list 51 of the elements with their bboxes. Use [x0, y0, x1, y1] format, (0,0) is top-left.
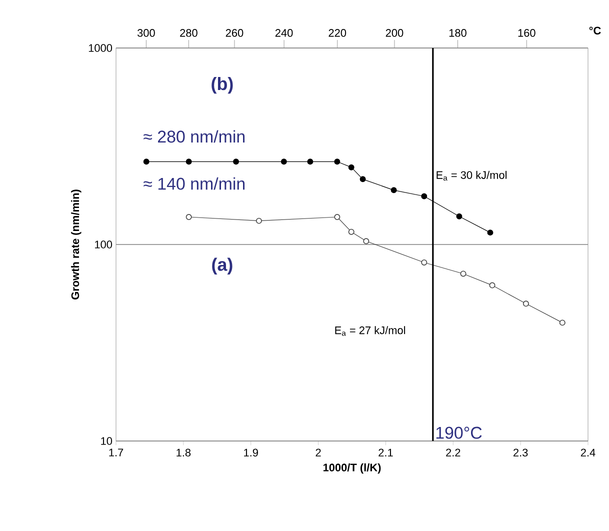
annotation: (b): [212, 76, 233, 94]
x-tick-label: 1.9: [244, 448, 258, 456]
point: [559, 320, 566, 326]
point: [348, 228, 354, 235]
annotation: (a): [212, 258, 232, 274]
x-tick-label: 2: [316, 448, 321, 456]
point: [186, 158, 192, 165]
text: 240: [275, 29, 293, 37]
x-axis-title: 1000/T (l/K): [323, 463, 381, 474]
x-tick-label: 2.4: [580, 448, 596, 456]
point: [522, 300, 529, 307]
text: 180: [449, 29, 466, 37]
x-tick-label: 1.7: [109, 448, 124, 456]
point: [487, 230, 494, 236]
annotation: ≈ 280 nm/min: [144, 130, 245, 143]
point: [421, 193, 428, 200]
annotation: ≈ 140 nm/min: [144, 177, 245, 190]
point: [186, 214, 192, 220]
y-tick-label: 1000: [88, 44, 112, 52]
ref-line-label: 190°C: [436, 426, 482, 439]
point: [363, 238, 370, 244]
point: [460, 270, 466, 277]
point: [456, 213, 462, 220]
text: 220: [328, 29, 346, 37]
point: [390, 187, 397, 194]
point: [348, 164, 354, 170]
x2-axis-title: °C: [589, 26, 601, 34]
y-tick-label: 10: [101, 437, 112, 445]
text: 160: [518, 29, 536, 37]
point: [143, 158, 150, 165]
y-tick-label: 100: [95, 240, 112, 248]
annotation: E$_{a}$ = 30 kJ/mol: [436, 170, 507, 181]
annotation: E$_{a}$ = 27 kJ/mol: [335, 326, 406, 336]
x-tick-label: 2.3: [514, 448, 528, 456]
point: [256, 218, 262, 224]
point: [233, 158, 240, 165]
point: [280, 158, 287, 165]
text: 300: [137, 29, 155, 37]
point: [334, 158, 340, 165]
text: 260: [226, 29, 244, 37]
text: 200: [386, 29, 404, 37]
point: [489, 282, 496, 288]
x-tick-label: 1.8: [176, 448, 191, 456]
point: [360, 176, 366, 182]
point: [334, 214, 340, 220]
x-tick-label: 2.1: [378, 448, 393, 456]
y-axis-title: Growth rate (nm/min): [71, 190, 82, 300]
point: [421, 259, 428, 266]
text: 280: [180, 29, 198, 37]
x-tick-label: 2.2: [446, 448, 460, 456]
point: [307, 158, 314, 165]
